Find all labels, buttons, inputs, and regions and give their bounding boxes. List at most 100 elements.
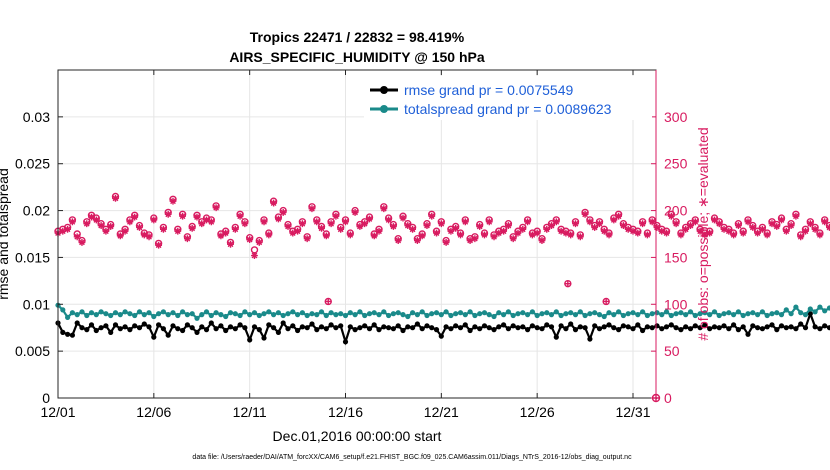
series-point — [395, 310, 401, 316]
evaluated-point — [643, 231, 651, 239]
series-point — [65, 331, 71, 337]
evaluated-point — [255, 239, 263, 246]
series-point — [395, 323, 401, 329]
evaluated-point — [121, 227, 129, 235]
evaluated-point — [260, 218, 268, 226]
series-point — [683, 312, 689, 318]
series-point — [390, 311, 396, 317]
evaluated-point — [519, 225, 527, 233]
series-point — [486, 325, 492, 331]
series-point — [88, 310, 95, 316]
legend-box — [364, 76, 652, 120]
series-point — [366, 326, 373, 332]
evaluated-point — [294, 227, 301, 235]
series-point — [247, 312, 253, 318]
evaluated-point — [64, 225, 71, 233]
series-point — [678, 310, 684, 316]
series-point — [616, 327, 622, 333]
series-point — [74, 312, 80, 318]
series-point — [414, 312, 420, 318]
evaluated-point — [596, 220, 603, 228]
evaluated-point — [629, 227, 637, 235]
evaluated-point — [92, 216, 100, 224]
y2-tick-label: 50 — [664, 343, 680, 359]
evaluated-point — [811, 225, 819, 233]
series-point — [505, 326, 511, 332]
series-point — [266, 309, 272, 315]
series-point — [697, 311, 703, 317]
x-tick-label: 12/31 — [615, 404, 650, 420]
evaluated-point — [183, 235, 191, 243]
evaluated-point — [634, 229, 642, 237]
evaluated-point — [739, 229, 747, 237]
series-point — [807, 311, 813, 317]
evaluated-point — [298, 220, 306, 228]
series-point — [127, 311, 133, 317]
series-point — [462, 312, 468, 318]
series-point — [295, 312, 301, 318]
series-point — [218, 323, 224, 329]
series-point — [759, 309, 766, 315]
evaluated-point — [802, 227, 809, 235]
series-point — [750, 323, 756, 329]
series-point — [668, 312, 674, 319]
series-point — [491, 313, 497, 320]
evaluated-point — [806, 220, 814, 228]
series-point — [410, 325, 416, 331]
series-point — [93, 327, 99, 334]
evaluated-point — [701, 231, 709, 239]
evaluated-point — [605, 231, 613, 239]
evaluated-point — [193, 213, 201, 221]
evaluated-point — [332, 212, 340, 220]
series-point — [333, 325, 339, 331]
evaluated-point — [418, 232, 426, 240]
series-point — [117, 312, 123, 318]
series-point — [136, 325, 143, 331]
evaluated-point — [356, 223, 364, 230]
x-axis-label: Dec.01,2016 00:00:00 start — [273, 428, 442, 444]
evaluated-point — [787, 222, 795, 229]
series-point — [84, 312, 90, 319]
series-point — [462, 322, 468, 328]
series-point — [649, 325, 655, 331]
evaluated-point — [500, 227, 508, 235]
series-point — [596, 326, 603, 332]
y-tick-label: 0.02 — [23, 203, 50, 219]
evaluated-point — [409, 225, 416, 233]
series-point — [692, 312, 698, 319]
evaluated-point — [461, 218, 469, 226]
evaluated-point — [131, 213, 139, 221]
series-point — [410, 310, 416, 316]
series-point — [208, 320, 214, 326]
series-point — [419, 309, 425, 315]
series-point — [793, 304, 799, 310]
series-point — [400, 312, 406, 318]
series-point — [218, 312, 224, 318]
series-point — [592, 310, 598, 316]
series-point — [390, 326, 396, 332]
series-point — [371, 310, 377, 316]
outlier-star — [325, 298, 332, 305]
evaluated-point — [797, 233, 805, 241]
evaluated-point — [691, 218, 699, 226]
series-point — [184, 312, 190, 318]
series-point — [208, 312, 214, 319]
evaluated-point — [404, 222, 412, 229]
series-point — [237, 322, 243, 328]
series-point — [582, 325, 588, 331]
series-point — [707, 326, 713, 332]
evaluated-point — [375, 227, 383, 235]
y-tick-label: 0.015 — [15, 249, 50, 265]
series-point — [731, 322, 737, 328]
evaluated-point — [73, 233, 81, 241]
series-point — [644, 312, 651, 319]
evaluated-point — [720, 225, 728, 233]
evaluated-point — [394, 237, 402, 244]
series-point — [774, 327, 780, 333]
series-point — [501, 322, 507, 328]
series-point — [802, 325, 809, 331]
evaluated-point — [102, 227, 110, 235]
series-point — [247, 337, 253, 343]
series-point — [424, 312, 430, 319]
evaluated-point — [509, 235, 517, 243]
